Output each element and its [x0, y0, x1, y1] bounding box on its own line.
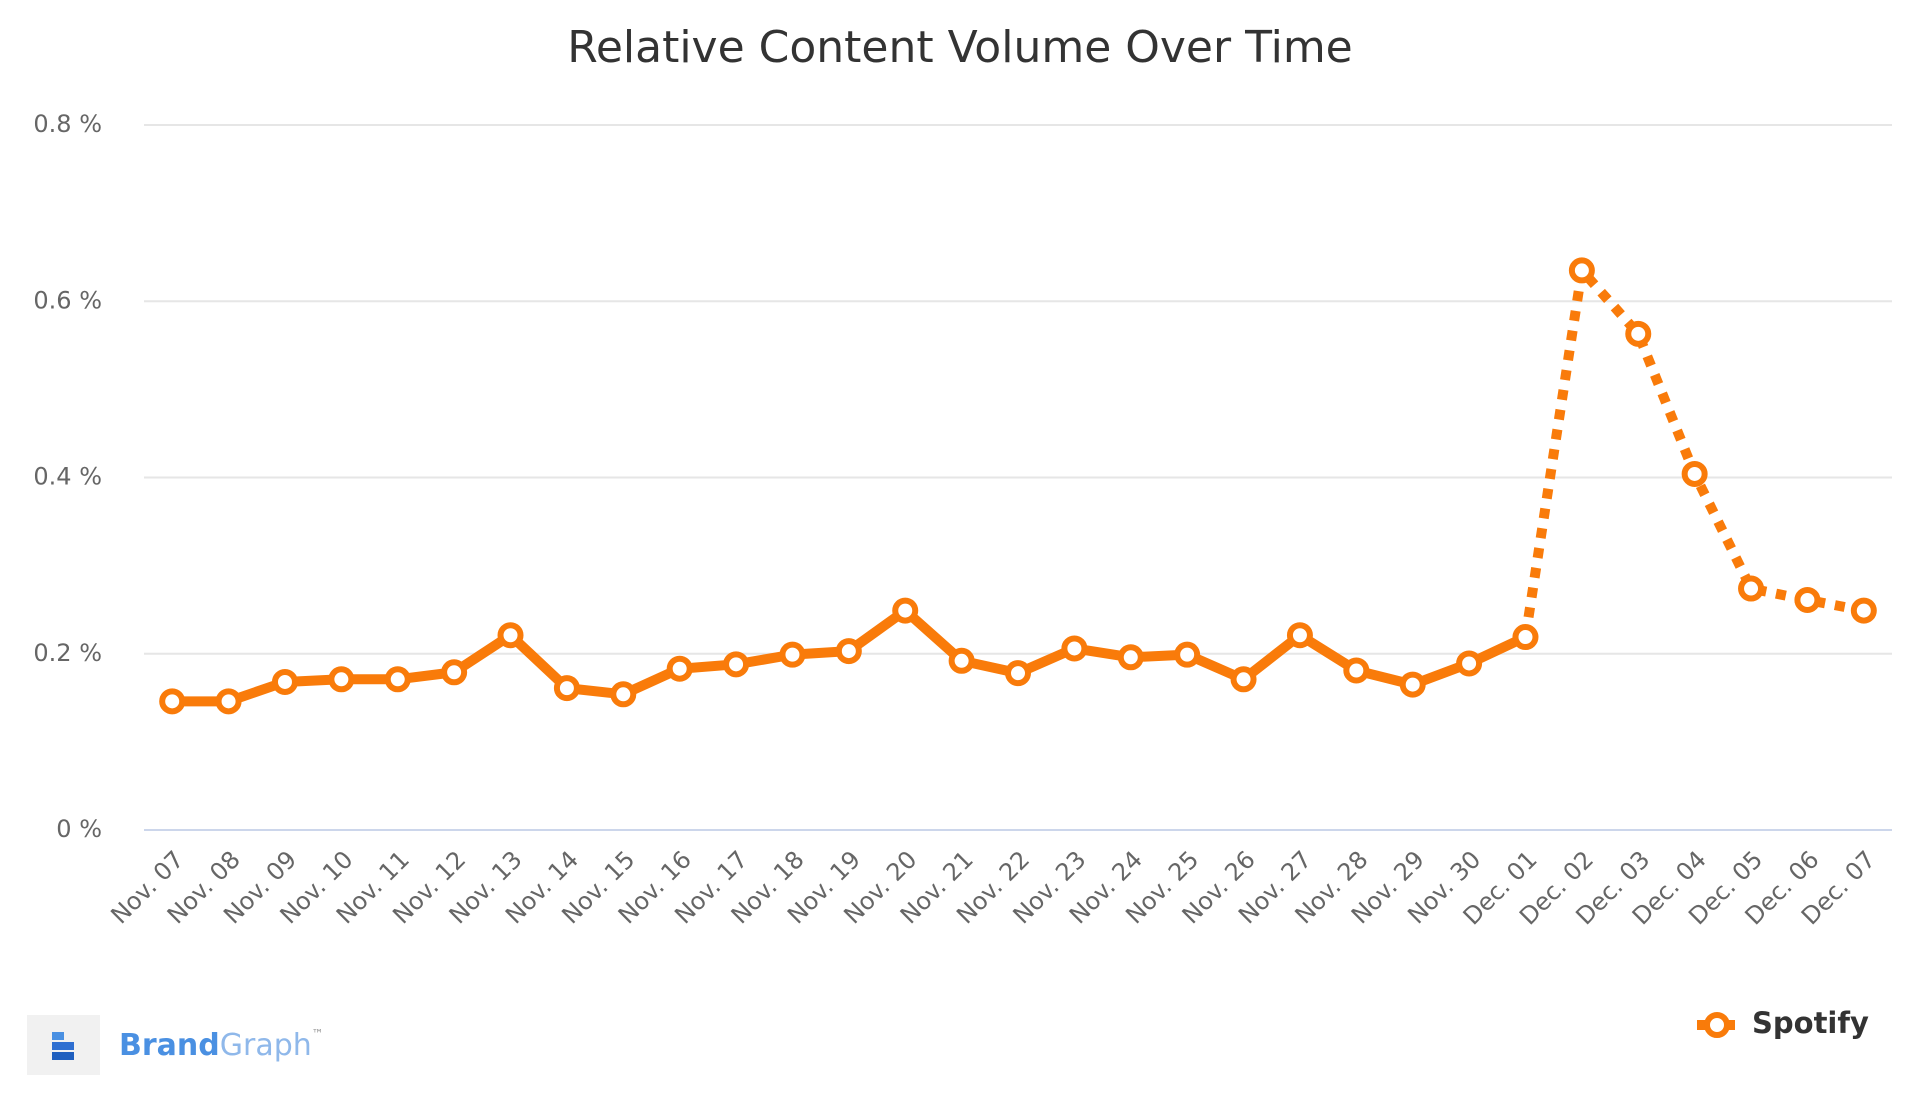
point-marker [497, 622, 524, 649]
point-marker [1625, 320, 1652, 347]
point-marker [835, 638, 862, 665]
logo-icon [52, 1052, 74, 1060]
point-marker [1794, 586, 1821, 613]
y-tick-label: 0.8 % [33, 110, 102, 138]
logo-tm: ™ [312, 1027, 324, 1041]
point-marker [271, 668, 298, 695]
point-marker [1174, 641, 1201, 668]
point-marker [553, 675, 580, 702]
point-marker [666, 655, 693, 682]
point-marker [1512, 624, 1539, 651]
point-marker [441, 659, 468, 686]
logo: BrandGraph™ [27, 1015, 324, 1075]
point-marker [1568, 257, 1595, 284]
logo-icon [52, 1042, 74, 1050]
point-marker [384, 666, 411, 693]
series-line-dashed [1520, 265, 1865, 638]
point-marker [779, 641, 806, 668]
logo-graph: Graph [220, 1028, 312, 1063]
point-marker [1681, 460, 1708, 487]
legend-label: Spotify [1752, 1006, 1869, 1040]
y-tick-label: 0.2 % [33, 639, 102, 667]
logo-text: BrandGraph™ [119, 1027, 324, 1063]
point-marker [1738, 575, 1765, 602]
point-marker [1343, 657, 1370, 684]
point-marker [1286, 622, 1313, 649]
point-marker [1230, 666, 1257, 693]
point-marker [1850, 597, 1877, 624]
point-marker [1005, 660, 1031, 687]
chart-title: Relative Content Volume Over Time [567, 22, 1353, 73]
point-marker [1117, 644, 1144, 671]
point-marker [892, 597, 919, 624]
point-marker [1456, 650, 1483, 677]
point-marker [1399, 671, 1426, 698]
logo-brand: Brand [119, 1028, 220, 1063]
legend-symbol [1704, 1012, 1730, 1038]
point-marker [948, 647, 975, 674]
point-marker [1061, 635, 1088, 662]
point-marker [328, 666, 355, 693]
point-marker [215, 688, 242, 715]
y-tick-label: 0.4 % [33, 463, 102, 491]
logo-icon [52, 1032, 64, 1040]
y-tick-label: 0.6 % [33, 286, 102, 314]
point-marker [610, 681, 637, 708]
point-marker [159, 688, 186, 715]
y-tick-label: 0 % [56, 815, 102, 843]
point-marker [723, 651, 750, 678]
